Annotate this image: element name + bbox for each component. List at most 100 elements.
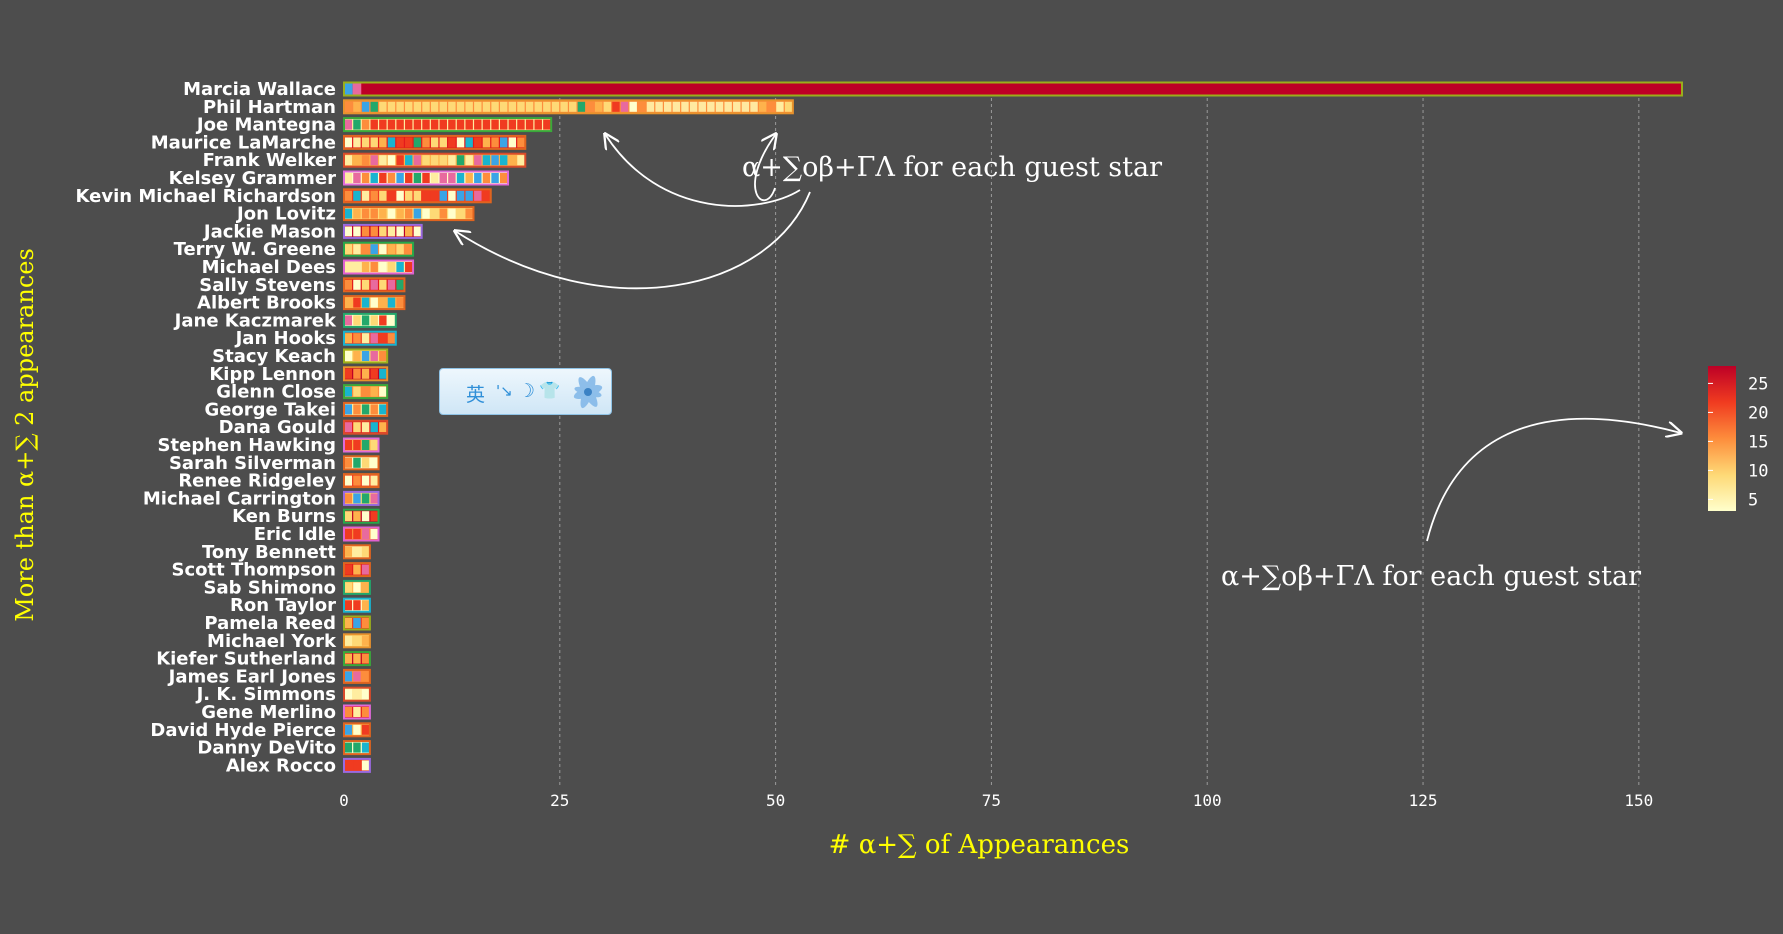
- bar-segment: [439, 101, 447, 112]
- bar-segment: [405, 155, 413, 166]
- ime-skin-icon[interactable]: 👕: [539, 381, 561, 401]
- bar-segment: [396, 190, 404, 201]
- bar-segment: [370, 457, 378, 468]
- bar-segment: [698, 101, 706, 112]
- bar-segment: [344, 529, 353, 539]
- colorbar-legend: 5 10 15 20 25: [1708, 366, 1768, 511]
- bar-segment: [370, 351, 378, 361]
- bar-segment: [396, 297, 404, 308]
- bar-outline: [343, 490, 380, 506]
- bar-segment: [534, 101, 542, 112]
- ime-punctuation-icon[interactable]: '↘: [496, 382, 513, 400]
- bar-segment: [465, 173, 473, 183]
- bar-group: [343, 295, 406, 311]
- bar-segment: [361, 689, 370, 700]
- bar-segment: [387, 155, 396, 166]
- bar-segment: [353, 707, 361, 717]
- ime-language-toggle[interactable]: 英: [466, 384, 486, 406]
- bar-segment: [344, 190, 353, 201]
- bar-segment: [499, 173, 508, 183]
- bar-segment: [396, 137, 404, 148]
- bar-segment: [482, 173, 491, 183]
- bar-segment: [396, 101, 404, 112]
- bar-segment: [456, 208, 465, 219]
- bar-segment: [361, 635, 370, 646]
- bar-group: [343, 348, 389, 364]
- bar-segment: [361, 333, 370, 344]
- bar-segment: [560, 101, 568, 112]
- bar-segment: [405, 101, 413, 112]
- bar-segment: [750, 101, 758, 112]
- bar-segment: [353, 333, 361, 344]
- bar-group: [343, 740, 371, 756]
- bar-segment: [344, 333, 353, 344]
- bar-segment: [353, 262, 361, 272]
- bar-segment: [344, 173, 353, 183]
- bar-segment: [465, 155, 473, 166]
- bar-segment: [396, 226, 404, 237]
- bar-segment: [379, 404, 387, 415]
- bar-segment: [379, 137, 387, 148]
- bar-group: [343, 277, 406, 293]
- bar-segment: [448, 137, 456, 148]
- ime-flower-icon: [573, 375, 603, 409]
- bar-segment: [361, 564, 370, 575]
- bar-segment: [413, 137, 422, 148]
- bar-segment: [405, 226, 413, 237]
- bar-outline: [343, 668, 371, 684]
- bar-outline: [343, 348, 389, 364]
- bar-segment: [370, 529, 378, 539]
- bar-segment: [413, 173, 422, 183]
- annotation-top: α+∑oβ+ΓΛ for each guest star: [742, 152, 1162, 183]
- x-tick-labels: 0 25 50 75 100 125 150: [339, 791, 1653, 810]
- bar-segment: [379, 208, 387, 219]
- bar-segment: [387, 333, 396, 344]
- bar-segment: [353, 689, 361, 700]
- bar-segment: [491, 119, 499, 130]
- bar-segment: [353, 760, 361, 771]
- category-label: Albert Brooks: [197, 293, 336, 314]
- bar-segment: [663, 101, 672, 112]
- bar-segment: [448, 155, 456, 166]
- bar-segment: [370, 315, 378, 326]
- bar-segment: [525, 101, 534, 112]
- category-label: Michael Carrington: [143, 488, 336, 509]
- bar-segment: [543, 119, 551, 130]
- bar-outline: [343, 134, 527, 150]
- bar-outline: [343, 259, 415, 275]
- ime-moon-icon[interactable]: ☽: [518, 380, 536, 402]
- bar-segment: [439, 155, 447, 166]
- ime-toolbar[interactable]: 英 '↘ ☽ 👕: [439, 368, 612, 415]
- bar-segment: [353, 208, 361, 219]
- bar-segment: [474, 101, 482, 112]
- bar-segment: [361, 457, 370, 468]
- category-label: Kelsey Grammer: [169, 168, 336, 189]
- bar-segment: [784, 101, 793, 112]
- bar-segment: [396, 119, 404, 130]
- bar-segment: [439, 190, 447, 201]
- bar-segment: [344, 742, 353, 753]
- bar-segment: [361, 244, 370, 255]
- bar-group: [343, 455, 380, 471]
- category-label: Kipp Lennon: [209, 364, 336, 385]
- category-label: Glenn Close: [216, 382, 336, 403]
- bar-group: [343, 544, 371, 560]
- bar-segment: [344, 101, 353, 112]
- category-label: Jon Lovitz: [235, 204, 336, 225]
- bar-segment: [379, 119, 387, 130]
- bar-segment: [361, 707, 370, 717]
- bar-segment: [344, 671, 353, 682]
- bar-outline: [343, 223, 423, 239]
- bar-outline: [343, 206, 475, 222]
- bar-segment: [344, 351, 353, 361]
- category-label: George Takei: [204, 399, 336, 420]
- bar-segment: [353, 297, 361, 308]
- bar-segment: [361, 493, 370, 504]
- bar-group: [343, 668, 371, 684]
- bar-segment: [344, 297, 353, 308]
- bar-segment: [379, 279, 387, 290]
- bar-segment: [430, 208, 439, 219]
- bar-outline: [343, 526, 380, 542]
- bar-segment: [379, 226, 387, 237]
